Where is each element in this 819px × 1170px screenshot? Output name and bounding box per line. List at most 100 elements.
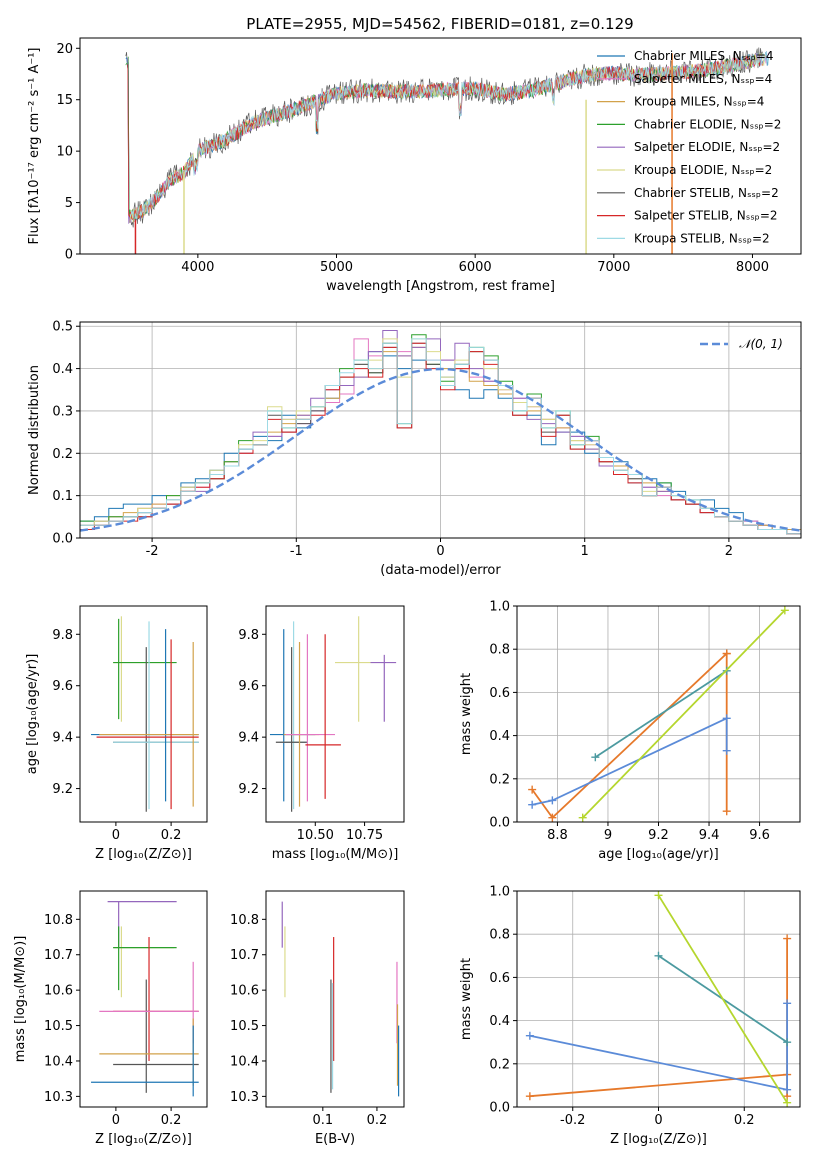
plot-area	[525, 891, 792, 1107]
axes-frame	[79, 605, 208, 823]
x-axis-label: Z [log₁₀(Z/Z⊙)]	[95, 847, 192, 862]
weight-marker	[525, 1092, 534, 1101]
legend-label: Kroupa STELIB, Nₛₛₚ=2	[634, 231, 770, 245]
weight-marker	[654, 951, 663, 960]
figure-title: PLATE=2955, MJD=54562, FIBERID=0181, z=0…	[246, 15, 633, 33]
x-tick-label: 5000	[320, 260, 353, 275]
x-tick-label: 0.2	[161, 828, 182, 843]
weight-marker	[783, 1085, 792, 1094]
y-tick-label: 5	[65, 196, 73, 211]
legend-label: Salpeter MILES, Nₛₛₚ=4	[634, 72, 772, 86]
panel-spectrum: 4000 5000 6000 7000 8000 0 5 10 15 20 wavelength […	[27, 37, 802, 294]
x-tick-label: 8000	[736, 260, 769, 275]
x-tick-label: -2	[146, 544, 159, 559]
y-tick-label: 0	[65, 248, 73, 263]
legend-label: Kroupa MILES, Nₛₛₚ=4	[634, 95, 764, 109]
x-tick-label: 0.1	[312, 1113, 333, 1128]
x-axis-label: E(B-V)	[315, 1132, 355, 1147]
y-tick-label: 9.8	[238, 628, 259, 643]
y-tick-label: 0.8	[489, 643, 510, 658]
y-tick-label: 10.3	[44, 1090, 73, 1105]
y-tick-label: 10.4	[44, 1054, 73, 1069]
weight-marker	[528, 785, 537, 794]
normal-curve	[80, 367, 801, 532]
y-tick-label: 0.2	[489, 1057, 510, 1072]
x-tick-label: 0.2	[161, 1113, 182, 1128]
weight-line	[582, 609, 786, 819]
x-axis-label: wavelength [Angstrom, rest frame]	[326, 279, 555, 294]
x-tick-label: 0.2	[367, 1113, 388, 1128]
panel-age-vs-Z: 0 0.2 9.2 9.4 9.6 9.8 Z [log₁₀(Z/Z⊙)] age [log₁…	[25, 605, 208, 862]
y-tick-label: 0.3	[52, 404, 73, 419]
y-tick-label: 0.5	[52, 320, 73, 335]
x-axis-label: mass [log₁₀(M/M⊙)]	[272, 847, 399, 862]
y-tick-label: 9.4	[238, 731, 259, 746]
weight-marker	[578, 813, 587, 822]
plot-area	[91, 616, 199, 812]
y-tick-label: 9.4	[52, 731, 73, 746]
y-tick-label: 0.0	[489, 1101, 510, 1116]
panel-mass-vs-Z: 0 0.2 10.3 10.4 10.5 10.6 10.7 10.8 Z [log₁₀(Z/Z…	[13, 890, 208, 1147]
y-tick-label: 9.6	[52, 679, 73, 694]
plot-area	[281, 901, 400, 1097]
histogram-series	[80, 338, 801, 538]
x-axis-label: age [log₁₀(age/yr)]	[598, 847, 719, 862]
x-tick-label: 6000	[459, 260, 492, 275]
y-tick-label: 10.6	[44, 984, 73, 999]
y-tick-label: 0.6	[489, 686, 510, 701]
weight-marker	[722, 746, 731, 755]
y-axis-label: mass [log₁₀(M/M⊙)]	[13, 936, 28, 1063]
x-tick-label: 2	[725, 544, 733, 559]
legend-label: Salpeter STELIB, Nₛₛₚ=2	[634, 209, 778, 223]
x-axis-label: Z [log₁₀(Z/Z⊙)]	[610, 1132, 707, 1147]
y-tick-label: 10.4	[230, 1054, 259, 1069]
y-axis-label: Normed distribution	[27, 365, 42, 495]
weight-marker	[783, 1038, 792, 1047]
y-axis-label: mass weight	[459, 958, 474, 1040]
legend-label: Chabrier ELODIE, Nₛₛₚ=2	[634, 117, 781, 131]
y-tick-label: 15	[56, 93, 73, 108]
axes-frame	[265, 890, 405, 1108]
weight-marker	[528, 800, 537, 809]
panel-weight-vs-Z: -0.2 0 0.2 0.0 0.2 0.4 0.6 0.8 1.0 Z [log₁₀(Z/Z⊙)…	[459, 885, 801, 1147]
weight-line	[657, 894, 788, 1104]
y-tick-label: 0.4	[489, 1014, 510, 1029]
axes-frame	[79, 890, 208, 1108]
y-tick-label: 10.5	[44, 1019, 73, 1034]
y-tick-label: 10.7	[230, 948, 259, 963]
x-axis-label: Z [log₁₀(Z/Z⊙)]	[95, 1132, 192, 1147]
y-tick-label: 0.4	[489, 729, 510, 744]
weight-marker	[783, 1098, 792, 1107]
x-tick-label: 0	[436, 544, 444, 559]
y-axis-label: mass weight	[459, 673, 474, 755]
legend-label: 𝒩(0, 1)	[739, 337, 783, 351]
y-tick-label: 9.8	[52, 628, 73, 643]
legend: Chabrier MILES, Nₛₛₚ=4 Salpeter MILES, Nₛ…	[597, 49, 781, 245]
plot-area	[80, 330, 801, 538]
x-tick-label: 0.2	[734, 1113, 755, 1128]
x-tick-label: -0.2	[560, 1113, 585, 1128]
panel-weight-vs-age: 8.8 9 9.2 9.4 9.6 0.0 0.2 0.4 0.6 0.8 1.0 age [log₁…	[459, 600, 801, 862]
x-tick-label: 9.4	[699, 828, 720, 843]
y-tick-label: 10.8	[230, 913, 259, 928]
panel-residuals: -2 -1 0 1 2 0.0 0.1 0.2 0.3 0.4 0.5 (data-model)/er…	[27, 320, 802, 578]
y-tick-label: 1.0	[489, 600, 510, 615]
y-tick-label: 9.6	[238, 679, 259, 694]
weight-marker	[591, 753, 600, 762]
weight-marker	[548, 813, 557, 822]
x-tick-label: 0	[112, 828, 120, 843]
axes-frame	[265, 605, 405, 823]
axes-frame	[79, 37, 802, 255]
x-tick-label: 0	[112, 1113, 120, 1128]
y-tick-label: 10.8	[44, 913, 73, 928]
weight-marker	[654, 891, 663, 900]
x-tick-label: 10.75	[346, 828, 383, 843]
x-tick-label: -1	[290, 544, 303, 559]
x-tick-label: 10.50	[297, 828, 334, 843]
y-tick-label: 0.8	[489, 928, 510, 943]
weight-marker	[722, 714, 731, 723]
x-tick-label: 9.2	[648, 828, 669, 843]
panel-mass-vs-EBV: 0.1 0.2 10.3 10.4 10.5 10.6 10.7 10.8 E(B-V)	[230, 890, 405, 1147]
x-axis-label: (data-model)/error	[380, 563, 501, 578]
